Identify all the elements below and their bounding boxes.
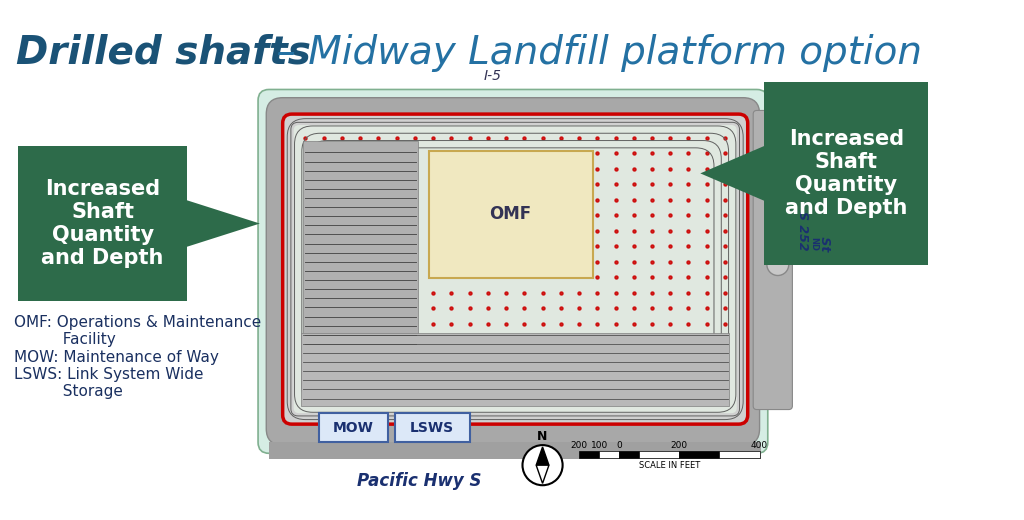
FancyBboxPatch shape: [294, 125, 737, 413]
Text: 400: 400: [751, 440, 768, 450]
Polygon shape: [187, 200, 260, 247]
Polygon shape: [537, 465, 549, 484]
Text: ND: ND: [809, 237, 818, 251]
FancyBboxPatch shape: [754, 110, 793, 410]
Circle shape: [767, 254, 788, 276]
Bar: [599, 451, 620, 458]
Text: OMF: Operations & Maintenance
          Facility
MOW: Maintenance of Way
LSWS: L: OMF: Operations & Maintenance Facility M…: [13, 315, 261, 399]
Bar: [620, 451, 639, 458]
Text: Increased
Shaft
Quantity
and Depth: Increased Shaft Quantity and Depth: [785, 128, 907, 218]
Circle shape: [522, 445, 562, 485]
Text: 100: 100: [591, 440, 607, 450]
Text: Pacific Hwy S: Pacific Hwy S: [357, 472, 481, 490]
Bar: [720, 451, 760, 458]
FancyBboxPatch shape: [288, 120, 737, 423]
Bar: [429, 151, 593, 278]
Bar: [395, 413, 470, 443]
Bar: [579, 451, 599, 458]
Text: N: N: [538, 430, 548, 443]
Text: LSWS: LSWS: [411, 421, 455, 435]
Text: 200: 200: [570, 440, 588, 450]
Text: MOW: MOW: [333, 421, 374, 435]
Text: St: St: [818, 231, 830, 251]
Bar: [269, 443, 762, 459]
Text: Increased
Shaft
Quantity
and Depth: Increased Shaft Quantity and Depth: [41, 179, 164, 268]
FancyBboxPatch shape: [258, 89, 768, 453]
Polygon shape: [537, 447, 549, 465]
FancyBboxPatch shape: [266, 98, 760, 445]
Text: OMF: OMF: [489, 205, 531, 224]
Bar: [319, 413, 387, 443]
Bar: [639, 451, 679, 458]
Bar: [764, 82, 929, 265]
Text: I-5: I-5: [483, 69, 502, 83]
Text: – Midway Landfill platform option: – Midway Landfill platform option: [264, 34, 923, 72]
Text: S 252: S 252: [796, 211, 809, 251]
Bar: [301, 333, 729, 406]
Bar: [679, 451, 720, 458]
Bar: [303, 141, 418, 351]
Text: 200: 200: [671, 440, 688, 450]
Text: Drilled shafts: Drilled shafts: [16, 34, 311, 72]
Polygon shape: [700, 146, 764, 201]
Text: 0: 0: [616, 440, 622, 450]
Text: SCALE IN FEET: SCALE IN FEET: [639, 461, 700, 470]
FancyBboxPatch shape: [283, 114, 748, 424]
Bar: [18, 146, 187, 301]
